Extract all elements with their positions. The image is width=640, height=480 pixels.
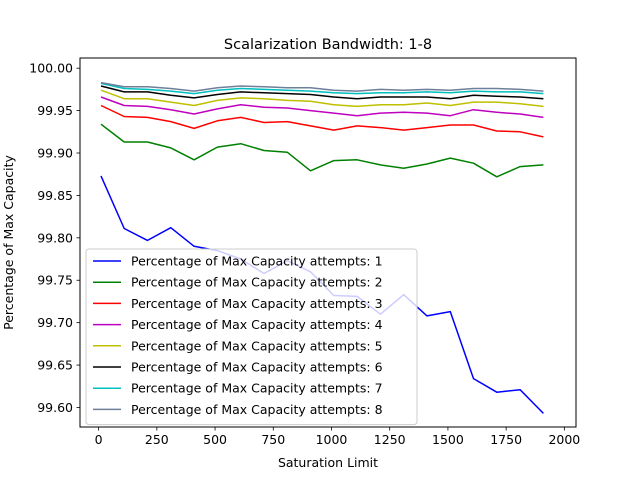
legend-box [85, 248, 418, 426]
y-tick-label: 99.90 [37, 146, 73, 161]
legend-entry: Percentage of Max Capacity attempts: 2 [131, 275, 383, 290]
x-tick-label: 1500 [432, 432, 464, 447]
x-tick-label: 1250 [374, 432, 406, 447]
y-axis-ticks: 99.60 99.65 99.70 99.75 99.80 99.85 99.90 99.95… [29, 61, 80, 415]
series-line-5 [100, 89, 544, 108]
plot-frame [79, 57, 577, 428]
legend-entry: Percentage of Max Capacity attempts: 8 [131, 402, 383, 417]
series-line-4 [100, 96, 544, 119]
y-tick-label: 99.95 [37, 103, 73, 118]
x-tick-label: 1000 [316, 432, 348, 447]
legend: Percentage of Max Capacity attempts: 1 Pe… [85, 248, 418, 426]
legend-entry: Percentage of Max Capacity attempts: 5 [131, 338, 383, 353]
plot-lines [100, 81, 544, 414]
x-tick-label: 250 [145, 432, 169, 447]
x-tick-label: 500 [203, 432, 227, 447]
x-tick-label: 0 [95, 432, 103, 447]
chart-title: Scalarization Bandwidth: 1-8 [224, 37, 432, 53]
series-line-2 [100, 123, 544, 178]
series-line-3 [100, 104, 544, 138]
series-line-8 [100, 81, 544, 92]
legend-entry: Percentage of Max Capacity attempts: 1 [131, 254, 383, 269]
y-tick-label: 99.85 [37, 188, 73, 203]
x-axis-ticks: 0 250 500 750 1000 1250 1500 1750 2000 [95, 427, 580, 447]
y-tick-label: 99.75 [37, 273, 73, 288]
y-tick-label: 99.80 [37, 230, 73, 245]
y-tick-label: 99.70 [37, 315, 73, 330]
y-axis-label: Percentage of Max Capacity [1, 155, 16, 330]
y-tick-label: 100.00 [29, 61, 73, 76]
legend-entry: Percentage of Max Capacity attempts: 3 [131, 296, 383, 311]
y-tick-label: 99.60 [37, 400, 73, 415]
x-tick-label: 2000 [548, 432, 580, 447]
series-line-7 [100, 82, 544, 95]
x-axis-label: Saturation Limit [278, 455, 378, 470]
series-line-6 [100, 85, 544, 100]
y-tick-label: 99.65 [37, 358, 73, 373]
x-tick-label: 750 [261, 432, 285, 447]
legend-entry: Percentage of Max Capacity attempts: 4 [131, 317, 383, 332]
legend-entry: Percentage of Max Capacity attempts: 6 [131, 360, 383, 375]
legend-entry: Percentage of Max Capacity attempts: 7 [131, 381, 383, 396]
x-tick-label: 1750 [490, 432, 522, 447]
